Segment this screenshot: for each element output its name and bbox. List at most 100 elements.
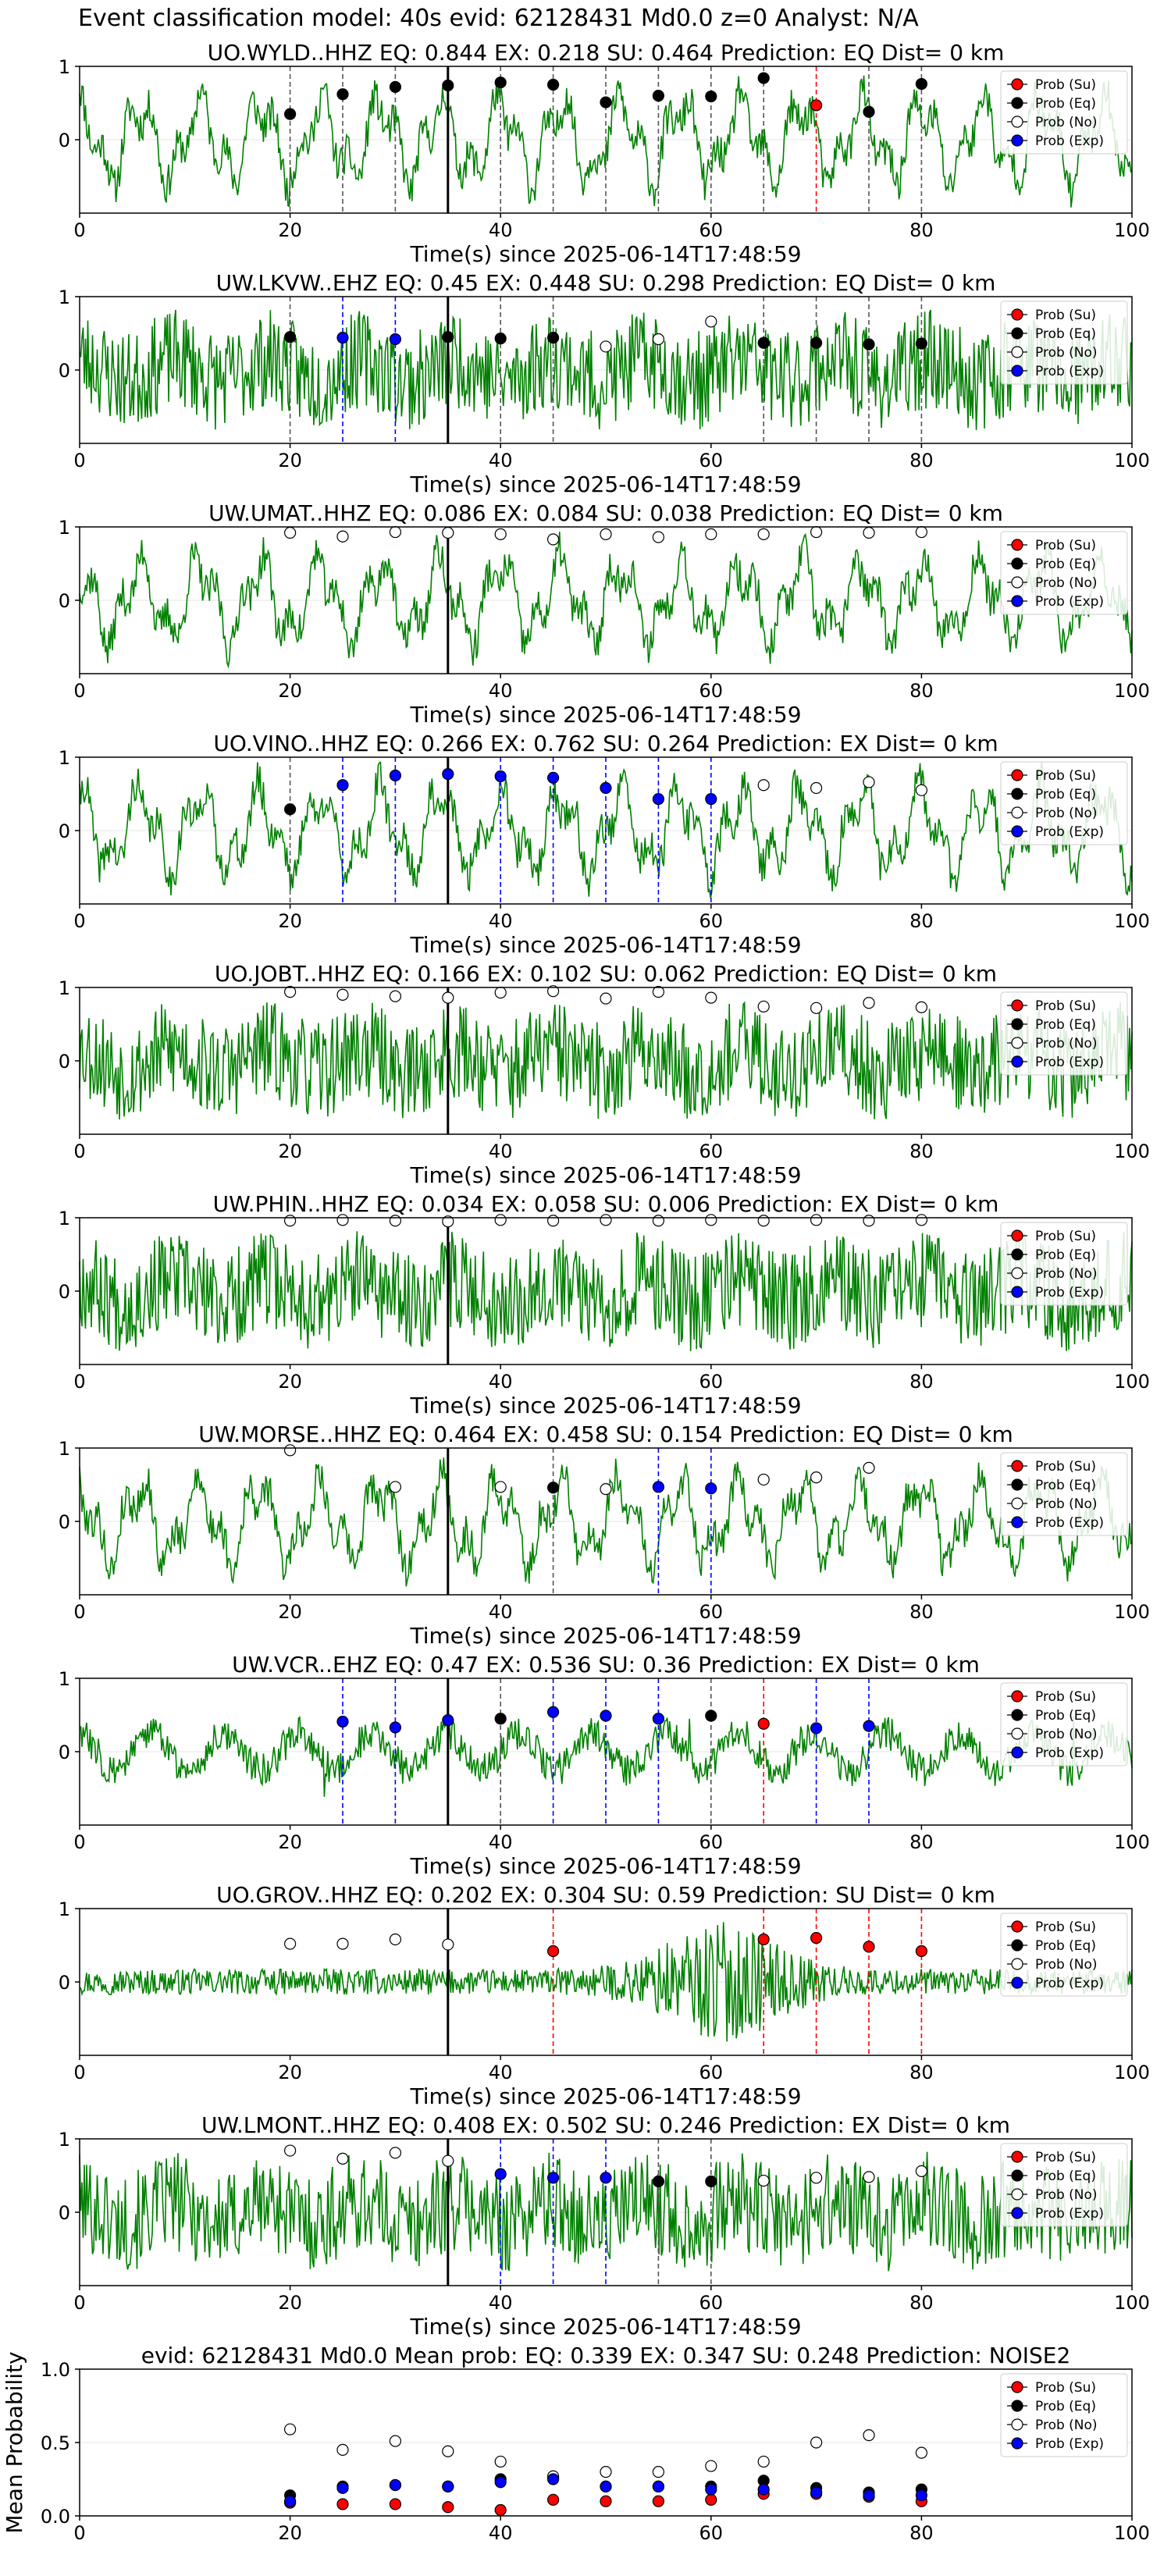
mean-point-exp	[336, 2482, 349, 2494]
x-tick-label: 40	[489, 910, 513, 932]
y-tick-label: 1	[59, 977, 70, 999]
mean-point-exp	[494, 2476, 507, 2489]
x-ticks: 0 20 40 60 80 100	[73, 1825, 1150, 1853]
legend-marker-exp	[1011, 2437, 1023, 2450]
legend: Prob (Su) Prob (Eq) Prob (No) Prob (Exp)	[1000, 1912, 1128, 1997]
y-tick-label: 0	[59, 1051, 70, 1073]
x-axis-label: Time(s) since 2025-06-14T17:48:59	[409, 1853, 801, 1879]
x-tick-label: 40	[489, 2062, 513, 2083]
prob-point-eq	[757, 336, 770, 349]
prob-point-no	[600, 1214, 612, 1226]
prob-point-eq	[810, 336, 823, 349]
prob-point-no	[284, 2144, 297, 2157]
x-axis-label: Time(s) since 2025-06-14T17:48:59	[409, 1623, 801, 1649]
mean-point-su	[652, 2495, 665, 2507]
mean-point-no	[810, 2436, 823, 2449]
prob-point-exp	[652, 1713, 665, 1725]
prob-point-no	[389, 990, 401, 1002]
waveform-trace	[79, 1922, 1133, 2042]
prob-point-no	[494, 1481, 507, 1493]
window-lines	[342, 1678, 870, 1825]
prob-point-no	[915, 525, 928, 539]
y-tick-label: 1	[59, 517, 70, 539]
prob-point-no	[810, 1002, 823, 1014]
legend: Prob (Su) Prob (Eq) Prob (No) Prob (Exp)	[1000, 1452, 1128, 1536]
legend-marker-su	[1011, 308, 1023, 321]
y-tick-label: 0	[59, 590, 70, 612]
x-tick-label: 40	[489, 1140, 513, 1162]
y-tick-label: 0	[59, 130, 70, 151]
mean-point-no	[284, 2423, 297, 2435]
prob-point-no	[600, 340, 612, 353]
mean-point-no	[494, 2455, 507, 2468]
legend-marker-exp	[1011, 1746, 1023, 1759]
mean-point-su	[389, 2498, 401, 2510]
legend: Prob (Su) Prob (Eq) Prob (No) Prob (Exp)	[1000, 761, 1128, 845]
legend-marker-exp	[1011, 1976, 1023, 1989]
prob-point-no	[810, 525, 823, 539]
prob-point-no	[915, 1214, 928, 1226]
x-tick-label: 40	[489, 1371, 513, 1393]
mean-point-no	[863, 2428, 875, 2442]
x-tick-label: 20	[278, 910, 302, 932]
legend-label: Prob (Su)	[1035, 1229, 1096, 1244]
legend-marker-no	[1011, 2188, 1023, 2201]
x-tick-label: 0	[73, 2062, 85, 2083]
x-tick-label: 60	[699, 1140, 724, 1162]
mean-point-exp	[284, 2495, 297, 2507]
prob-point-eq	[863, 105, 875, 118]
x-tick-label: 0	[73, 910, 85, 932]
prob-point-exp	[336, 779, 349, 792]
x-tick-label: 0	[73, 1831, 85, 1853]
y-ticks: 01	[59, 517, 80, 612]
mean-point-no	[915, 2446, 928, 2459]
mean-point-su	[600, 2495, 612, 2507]
prob-point-no	[442, 526, 454, 539]
y-tick-label: 1	[59, 2129, 70, 2151]
y-tick-label: 1	[59, 1668, 70, 1690]
panel-title: evid: 62128431 Md0.0 Mean prob: EQ: 0.33…	[141, 2343, 1071, 2368]
probability-markers	[284, 768, 928, 816]
probability-markers	[284, 1931, 928, 1958]
prob-point-su	[810, 99, 823, 112]
prob-point-exp	[546, 1706, 560, 1718]
y-tick-label: 1	[59, 1208, 70, 1229]
x-tick-label: 20	[278, 2292, 302, 2314]
prob-point-exp	[652, 792, 665, 806]
prob-point-no	[810, 781, 823, 795]
prob-point-eq	[652, 89, 665, 102]
prob-point-exp	[810, 1722, 823, 1735]
legend-marker-no	[1011, 1958, 1023, 1970]
x-ticks: 0 20 40 60 80 100	[73, 904, 1150, 932]
prob-point-eq	[442, 79, 454, 92]
prob-point-no	[546, 985, 560, 998]
mean-point-no	[652, 2466, 665, 2478]
prob-point-eq	[389, 80, 401, 93]
prob-point-no	[757, 2174, 770, 2187]
x-axis-label: Time(s) since 2025-06-14T17:48:59	[409, 2083, 801, 2109]
mean-point-exp	[600, 2480, 612, 2492]
mean-point-su	[442, 2501, 454, 2514]
legend-marker-no	[1011, 116, 1023, 128]
x-tick-label: 40	[489, 2522, 513, 2544]
prob-point-no	[389, 1933, 401, 1946]
prob-point-su	[863, 1941, 875, 1953]
prob-point-exp	[600, 2172, 612, 2184]
legend-label: Prob (No)	[1035, 1266, 1098, 1282]
prob-point-exp	[546, 2172, 560, 2184]
x-tick-label: 60	[699, 1831, 724, 1853]
x-tick-label: 60	[699, 2062, 724, 2083]
x-tick-label: 100	[1114, 1601, 1150, 1623]
prob-point-no	[863, 1215, 875, 1227]
legend-marker-su	[1011, 78, 1023, 91]
x-tick-label: 60	[699, 2522, 724, 2544]
x-ticks: 0 20 40 60 80 100	[73, 2286, 1150, 2314]
x-tick-label: 20	[278, 680, 302, 702]
x-ticks: 0 20 40 60 80 100	[73, 2516, 1150, 2544]
prob-point-no	[494, 528, 507, 541]
x-tick-label: 100	[1114, 680, 1150, 702]
x-ticks: 0 20 40 60 80 100	[73, 674, 1150, 702]
mean-point-su	[546, 2493, 560, 2506]
probability-markers	[284, 315, 928, 353]
prob-point-exp	[652, 1481, 665, 1493]
